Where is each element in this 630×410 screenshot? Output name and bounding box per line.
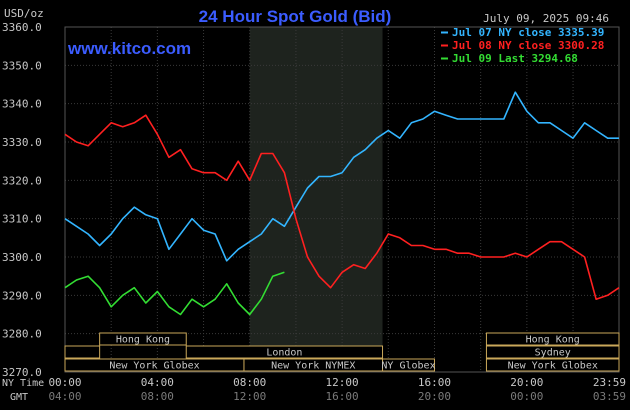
x-tick-label-ny: 20:00 [510, 376, 543, 389]
x-tick-label-gmt: 16:00 [326, 390, 359, 403]
y-tick-label: 3320.0 [2, 174, 42, 187]
x-tick-label-gmt: 20:00 [418, 390, 451, 403]
x-tick-label-ny: 23:59 [593, 376, 626, 389]
x-axis-row-label-gmt: GMT [10, 392, 28, 403]
x-tick-label-gmt: 03:59 [593, 390, 626, 403]
x-tick-label-gmt: 12:00 [233, 390, 266, 403]
market-session-label: London [266, 348, 302, 359]
x-tick-label-ny: 00:00 [48, 376, 81, 389]
market-session-label: Hong Kong [116, 335, 170, 346]
legend-entry: Jul 07 NY close 3335.39 [452, 26, 604, 39]
x-tick-label-ny: 16:00 [418, 376, 451, 389]
chart-title: 24 Hour Spot Gold (Bid) [199, 7, 392, 26]
market-session-box [64, 345, 101, 359]
x-tick-label-ny: 12:00 [326, 376, 359, 389]
market-session-box [99, 332, 187, 346]
x-tick-label-ny: 04:00 [141, 376, 174, 389]
legend-entry: Jul 08 NY close 3300.28 [452, 39, 604, 52]
y-tick-label: 3290.0 [2, 289, 42, 302]
y-tick-label: 3330.0 [2, 136, 42, 149]
x-axis-row-label-ny: NY Time [2, 378, 44, 389]
x-tick-label-gmt: 04:00 [48, 390, 81, 403]
grid-layer [64, 26, 620, 373]
shaded-session-layer [249, 27, 383, 372]
x-tick-label-ny: 08:00 [233, 376, 266, 389]
y-tick-label: 3300.0 [2, 251, 42, 264]
timestamp: July 09, 2025 09:46 [483, 12, 609, 25]
plot-frame [64, 26, 620, 373]
unit-label: USD/oz [4, 7, 44, 20]
y-tick-label: 3310.0 [2, 213, 42, 226]
market-session-label: NY Globex [381, 361, 435, 372]
market-session-label: New York Globex [508, 361, 598, 372]
series-line-2 [64, 271, 285, 316]
market-session-box [185, 345, 384, 359]
legend-entry: Jul 09 Last 3294.68 [452, 52, 578, 65]
market-session-box [485, 345, 620, 359]
market-session-label: Sydney [535, 348, 571, 359]
market-session-box [382, 358, 435, 372]
axis-layer: 3360.0 3350.0 3340.0 3330.0 3320.0 3310.0 3300… [2, 21, 626, 403]
market-sessions-layer: Hong Kong Hong Kong London Sydney New York G… [64, 332, 620, 372]
series-line-0 [64, 91, 619, 262]
series-layer [64, 91, 620, 316]
market-session-box [485, 358, 620, 372]
y-tick-label: 3360.0 [2, 21, 42, 34]
market-session-label: New York NYMEX [271, 361, 355, 372]
y-tick-label: 3270.0 [2, 366, 42, 379]
market-session-label: New York Globex [109, 361, 199, 372]
x-tick-label-gmt: 00:00 [510, 390, 543, 403]
shaded-session-region [249, 27, 383, 372]
y-tick-label: 3340.0 [2, 98, 42, 111]
x-tick-label-gmt: 08:00 [141, 390, 174, 403]
market-session-label: Hong Kong [526, 335, 580, 346]
website-label: www.kitco.com [67, 39, 191, 58]
market-session-box [485, 332, 620, 346]
series-line-1 [64, 114, 620, 301]
y-tick-label: 3280.0 [2, 328, 42, 341]
y-tick-label: 3350.0 [2, 59, 42, 72]
